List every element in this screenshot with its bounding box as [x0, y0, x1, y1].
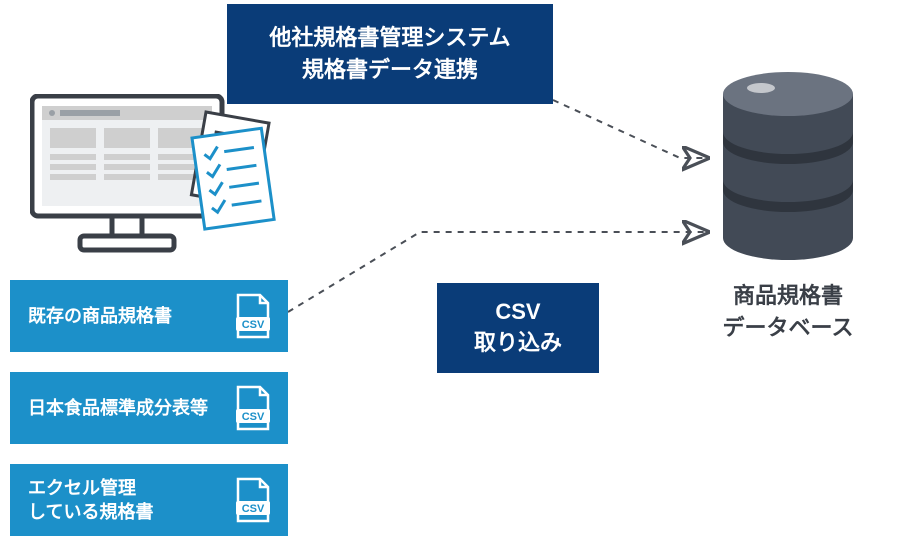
browser-dot	[49, 110, 55, 116]
source-item: 既存の商品規格書 CSV	[10, 280, 288, 352]
database-icon	[713, 70, 863, 267]
source-item: 日本食品標準成分表等 CSV	[10, 372, 288, 444]
source-item-label: 既存の商品規格書	[28, 304, 234, 328]
header-line2: 規格書データ連携	[302, 57, 478, 82]
svg-text:CSV: CSV	[242, 319, 265, 331]
url-bar	[60, 110, 120, 116]
csv-file-icon: CSV	[234, 477, 272, 523]
source-item-label: 日本食品標準成分表等	[28, 396, 234, 420]
monitor-base	[80, 236, 174, 250]
document-front	[192, 128, 274, 229]
csv-box-line2: 取り込み	[474, 330, 562, 355]
computer-illustration	[30, 94, 290, 267]
header-line1: 他社規格書管理システム	[269, 25, 510, 50]
integration-header-box: 他社規格書管理システム 規格書データ連携	[227, 4, 553, 104]
source-item: エクセル管理している規格書 CSV	[10, 464, 288, 536]
db-caption-line2: データベース	[723, 315, 854, 340]
svg-text:CSV: CSV	[242, 411, 265, 423]
csv-box-line1: CSV	[495, 299, 540, 324]
arrow-header-to-db	[553, 100, 706, 158]
csv-import-box: CSV 取り込み	[437, 283, 599, 373]
monitor-neck	[112, 216, 142, 236]
database-caption: 商品規格書 データベース	[680, 280, 896, 344]
csv-file-icon: CSV	[234, 385, 272, 431]
svg-text:CSV: CSV	[242, 503, 265, 515]
db-shine	[747, 83, 775, 93]
db-caption-line1: 商品規格書	[733, 283, 843, 308]
source-item-label: エクセル管理している規格書	[28, 476, 234, 525]
csv-file-icon: CSV	[234, 293, 272, 339]
diagram-root: 他社規格書管理システム 規格書データ連携	[0, 0, 901, 557]
